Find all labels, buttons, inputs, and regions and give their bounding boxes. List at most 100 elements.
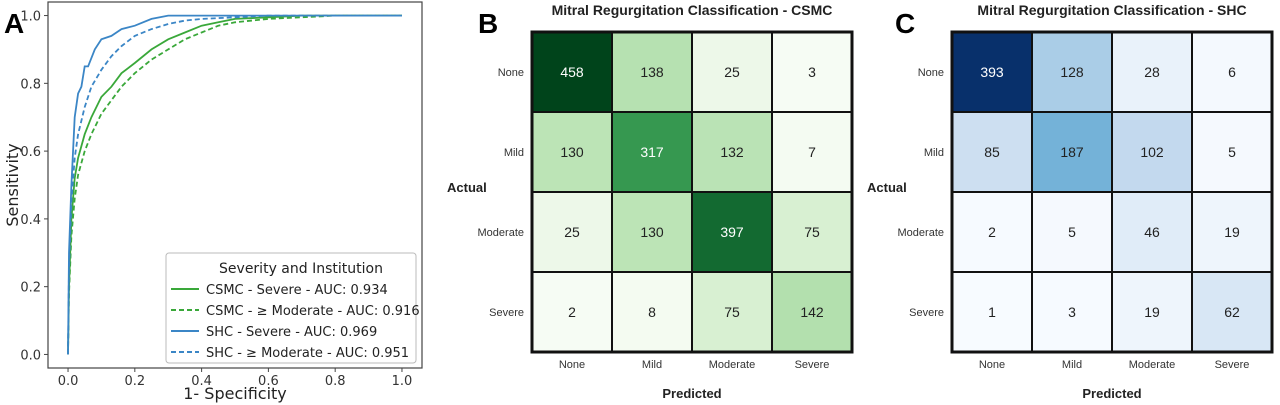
cell-value: 5: [1228, 144, 1236, 160]
y-tick-label: 0.2: [20, 281, 41, 296]
x-tick-label: 0.0: [58, 374, 79, 389]
row-label: Moderate: [898, 227, 944, 239]
matrix-border: [530, 30, 854, 354]
confusion-matrix-shc: Mitral Regurgitation Classification - SH…: [867, 2, 1274, 401]
cell-value: 6: [1228, 64, 1236, 80]
y-axis-label: Sensitivity: [3, 143, 22, 226]
matrix-cell: [951, 271, 1033, 353]
roc-series-line-2: [67, 14, 402, 355]
col-label: Moderate: [1129, 359, 1175, 371]
matrix-cell: [1191, 191, 1273, 273]
cell-value: 75: [804, 224, 820, 240]
cell-value: 19: [1224, 224, 1240, 240]
cell-value: 28: [1144, 64, 1160, 80]
col-label: Mild: [1062, 359, 1082, 371]
col-label: None: [979, 359, 1005, 371]
confusion-matrix-csmc: Mitral Regurgitation Classification - CS…: [447, 2, 854, 401]
matrix-cell: [951, 191, 1033, 273]
cell-value: 317: [640, 144, 664, 160]
matrix-cell: [531, 111, 613, 193]
legend-title: Severity and Institution: [219, 261, 383, 277]
matrix-cell: [1031, 111, 1113, 193]
matrix-cell: [951, 111, 1033, 193]
col-label: None: [559, 359, 585, 371]
panel-label-a: A: [4, 8, 25, 39]
col-label: Severe: [795, 359, 830, 371]
cell-value: 7: [808, 144, 816, 160]
cell-value: 138: [640, 64, 664, 80]
cell-value: 1: [988, 304, 996, 320]
legend-entry: CSMC - Severe - AUC: 0.934: [206, 283, 388, 298]
cell-value: 187: [1060, 144, 1084, 160]
cell-value: 3: [1068, 304, 1076, 320]
matrix-cell: [1031, 271, 1113, 353]
row-label: None: [498, 67, 524, 79]
x-axis-label: 1- Specificity: [183, 384, 287, 403]
roc-series-line-3: [67, 14, 402, 355]
cell-value: 5: [1068, 224, 1076, 240]
y-tick-label: 0.4: [20, 213, 41, 228]
roc-series-line-0: [67, 14, 402, 355]
cell-value: 130: [640, 224, 664, 240]
cell-value: 75: [724, 304, 740, 320]
matrix-border: [950, 30, 1274, 354]
row-label: Severe: [909, 307, 944, 319]
legend-entry: SHC - Severe - AUC: 0.969: [206, 325, 377, 340]
matrix-cell: [1031, 191, 1113, 273]
legend-entry: CSMC - ≥ Moderate - AUC: 0.916: [206, 304, 420, 319]
roc-chart: 0.0 0.2 0.4 0.6 0.8 1.0 0.0 0.2 0.4 0.6 0.8 1.0 1- S…: [3, 1, 423, 403]
cell-value: 458: [560, 64, 584, 80]
y-tick-label: 0.6: [20, 145, 41, 160]
cell-value: 25: [564, 224, 580, 240]
matrix-cell: [1111, 31, 1193, 113]
matrix-cell: [1031, 31, 1113, 113]
matrix-cell: [691, 111, 773, 193]
col-label: Mild: [642, 359, 662, 371]
row-label: Mild: [504, 147, 524, 159]
row-label: Moderate: [478, 227, 524, 239]
cell-value: 8: [648, 304, 656, 320]
cell-value: 2: [568, 304, 576, 320]
x-tick-label: 0.2: [124, 374, 145, 389]
csmc-title: Mitral Regurgitation Classification - CS…: [552, 2, 833, 18]
matrix-cell: [1191, 31, 1273, 113]
cell-value: 2: [988, 224, 996, 240]
y-tick-label: 1.0: [20, 10, 41, 25]
cell-value: 142: [800, 304, 824, 320]
cell-value: 25: [724, 64, 740, 80]
x-axis-label: Predicted: [1082, 386, 1141, 401]
roc-series-line-1: [67, 14, 402, 355]
row-label: None: [918, 67, 944, 79]
shc-title: Mitral Regurgitation Classification - SH…: [977, 2, 1246, 18]
panel-label-c: C: [895, 8, 916, 39]
matrix-cell: [691, 271, 773, 353]
cell-value: 128: [1060, 64, 1084, 80]
cell-value: 85: [984, 144, 1000, 160]
y-axis-label: Actual: [867, 180, 907, 195]
x-tick-label: 0.4: [191, 374, 212, 389]
cell-value: 102: [1140, 144, 1164, 160]
cell-value: 393: [980, 64, 1004, 80]
cell-value: 62: [1224, 304, 1240, 320]
x-tick-label: 1.0: [392, 374, 413, 389]
cell-value: 46: [1144, 224, 1160, 240]
matrix-cell: [1191, 111, 1273, 193]
cell-value: 397: [720, 224, 744, 240]
panel-label-b: B: [478, 8, 499, 39]
x-tick-label: 0.8: [325, 374, 346, 389]
legend-box: [165, 252, 417, 364]
y-axis-label: Actual: [447, 180, 487, 195]
matrix-cell: [771, 31, 853, 113]
matrix-cell: [531, 271, 613, 353]
y-tick-label: 0.0: [20, 348, 41, 363]
y-tick-label: 0.8: [20, 77, 41, 92]
col-label: Severe: [1215, 359, 1250, 371]
col-label: Moderate: [709, 359, 755, 371]
cell-value: 3: [808, 64, 816, 80]
x-tick-label: 0.6: [258, 374, 279, 389]
legend-entry: SHC - ≥ Moderate - AUC: 0.951: [206, 346, 409, 361]
cell-value: 130: [560, 144, 584, 160]
cell-value: 19: [1144, 304, 1160, 320]
cell-value: 132: [720, 144, 744, 160]
x-axis-label: Predicted: [662, 386, 721, 401]
